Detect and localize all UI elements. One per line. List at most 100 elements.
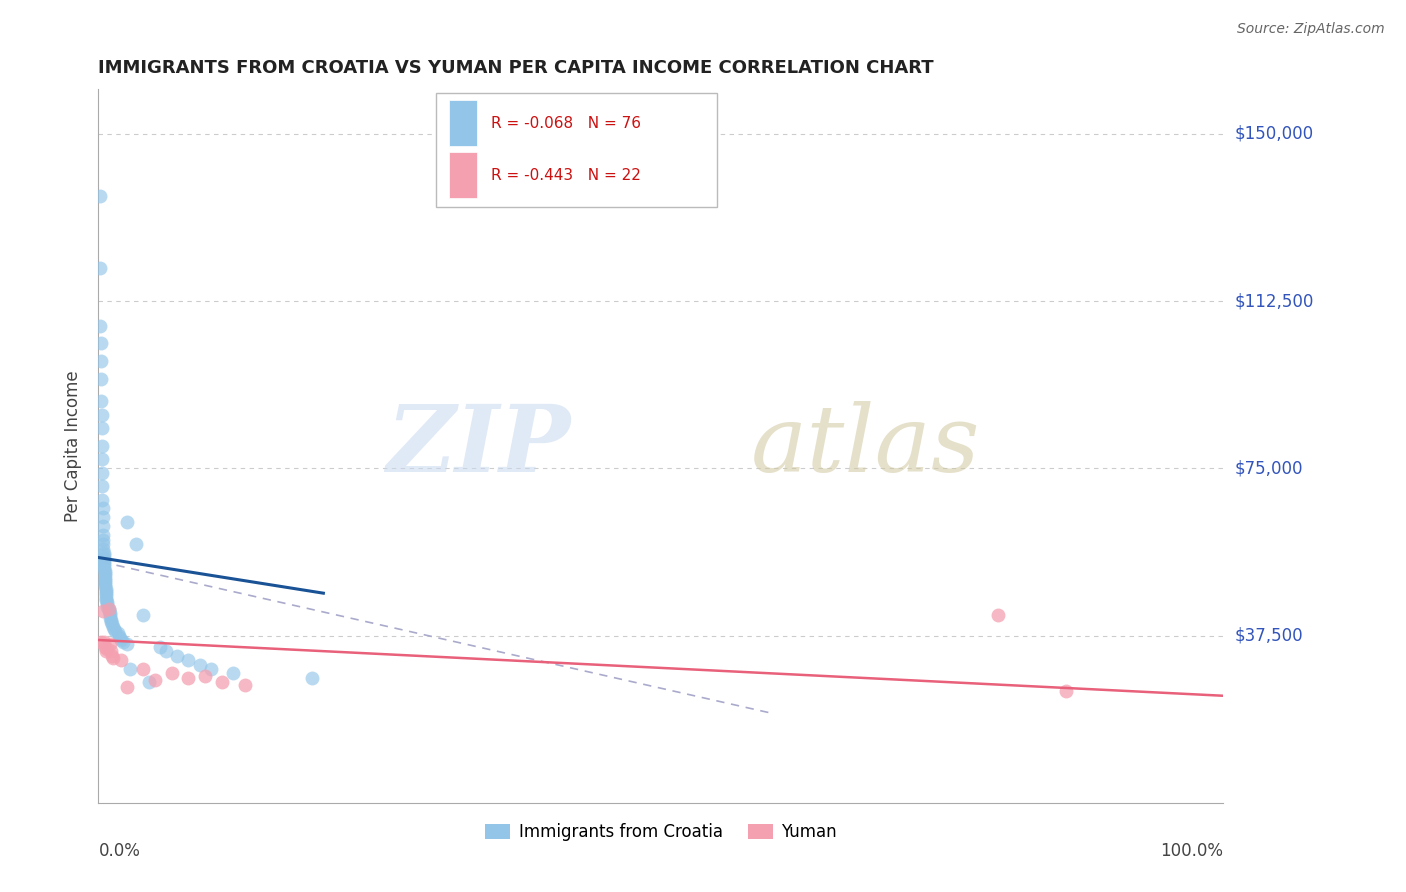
Point [94, 573, 117, 587]
Y-axis label: Per Capita Income: Per Capita Income [65, 370, 83, 522]
Point [138, 675, 160, 690]
Point [100, 615, 122, 630]
Point [96, 595, 118, 609]
Point [90, 439, 112, 453]
Point [91, 528, 114, 542]
Point [89, 260, 111, 275]
Point [155, 644, 177, 658]
Point [97, 601, 120, 615]
Point [93, 557, 115, 571]
Point [96, 644, 118, 658]
Point [93, 562, 115, 576]
Text: $75,000: $75,000 [1234, 459, 1303, 477]
Text: atlas: atlas [751, 401, 980, 491]
Point [91, 501, 114, 516]
Point [200, 662, 222, 676]
Point [96, 589, 118, 603]
Point [132, 662, 155, 676]
Point [94, 571, 117, 585]
Text: 100.0%: 100.0% [1160, 842, 1223, 860]
Point [115, 680, 138, 694]
Point [96, 586, 118, 600]
Point [93, 548, 115, 563]
Point [90, 394, 112, 409]
Point [90, 492, 112, 507]
Point [96, 582, 118, 596]
Point [110, 653, 132, 667]
Point [104, 624, 127, 639]
Point [91, 541, 114, 556]
Point [97, 601, 120, 615]
Point [101, 619, 124, 633]
Point [96, 592, 118, 607]
Point [103, 622, 125, 636]
Point [98, 610, 121, 624]
Point [91, 510, 114, 524]
Point [98, 607, 121, 621]
Point [90, 336, 112, 351]
Point [115, 637, 138, 651]
Point [211, 675, 233, 690]
Point [98, 608, 121, 623]
Point [96, 583, 118, 598]
Point [177, 653, 200, 667]
Legend: Immigrants from Croatia, Yuman: Immigrants from Croatia, Yuman [478, 817, 844, 848]
Text: IMMIGRANTS FROM CROATIA VS YUMAN PER CAPITA INCOME CORRELATION CHART: IMMIGRANTS FROM CROATIA VS YUMAN PER CAP… [98, 59, 934, 77]
Point [91, 604, 114, 618]
Point [149, 640, 172, 654]
Point [188, 657, 211, 672]
Point [233, 678, 256, 692]
Point [93, 559, 115, 574]
Text: $37,500: $37,500 [1234, 626, 1303, 645]
Point [93, 546, 115, 560]
Point [143, 673, 166, 687]
Point [124, 537, 146, 551]
Point [132, 608, 155, 623]
Point [91, 537, 114, 551]
Point [98, 637, 121, 651]
Point [107, 626, 129, 640]
Point [90, 452, 112, 467]
FancyBboxPatch shape [450, 152, 478, 198]
Text: R = -0.068   N = 76: R = -0.068 N = 76 [491, 116, 641, 130]
Point [96, 598, 118, 612]
Text: $150,000: $150,000 [1234, 125, 1313, 143]
Point [90, 635, 112, 649]
Point [90, 354, 112, 368]
Point [112, 635, 135, 649]
Point [93, 550, 115, 565]
Text: R = -0.443   N = 22: R = -0.443 N = 22 [491, 168, 641, 183]
Point [90, 466, 112, 480]
Point [90, 372, 112, 386]
Point [194, 669, 217, 683]
Point [101, 648, 124, 663]
Point [93, 552, 115, 567]
Point [110, 633, 132, 648]
Point [94, 640, 117, 654]
Point [96, 642, 118, 657]
Point [89, 318, 111, 333]
Point [987, 608, 1010, 623]
Text: Source: ZipAtlas.com: Source: ZipAtlas.com [1237, 22, 1385, 37]
Text: ZIP: ZIP [387, 401, 571, 491]
Point [101, 651, 124, 665]
Point [115, 515, 138, 529]
Point [93, 555, 115, 569]
Point [97, 604, 120, 618]
Point [301, 671, 323, 685]
Point [94, 580, 117, 594]
Point [96, 591, 118, 605]
Point [91, 519, 114, 533]
Point [100, 613, 122, 627]
Point [94, 568, 117, 582]
Point [90, 408, 112, 422]
Text: $112,500: $112,500 [1234, 292, 1313, 310]
Point [94, 574, 117, 589]
FancyBboxPatch shape [436, 93, 717, 207]
Point [94, 577, 117, 591]
Point [93, 635, 115, 649]
Point [108, 631, 131, 645]
Point [91, 533, 114, 547]
Text: 0.0%: 0.0% [98, 842, 141, 860]
Point [107, 628, 129, 642]
